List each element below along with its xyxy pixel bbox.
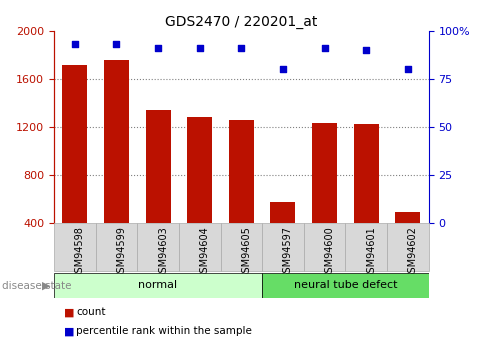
Point [154,46,162,51]
Bar [179,223,220,271]
Point [71,42,78,47]
Text: GSM94599: GSM94599 [116,226,126,279]
Point [279,67,287,72]
Bar [262,273,429,298]
Bar [54,273,262,298]
Text: GSM94601: GSM94601 [366,226,376,279]
Bar [345,223,387,271]
Point [320,46,328,51]
Text: neural tube defect: neural tube defect [294,280,397,290]
Point [237,46,245,51]
Bar [96,223,137,271]
Text: normal: normal [139,280,177,290]
Bar [54,223,96,271]
Text: ■: ■ [64,326,74,336]
Point [362,47,370,53]
Text: GSM94604: GSM94604 [200,226,210,279]
Bar [354,125,379,223]
Text: ▶: ▶ [42,281,51,290]
Text: GSM94602: GSM94602 [408,226,418,279]
Bar [220,223,262,271]
Text: count: count [76,307,105,317]
Point [196,46,204,51]
Bar [312,123,337,223]
Text: disease state: disease state [2,281,72,290]
Bar [304,223,345,271]
Bar [137,223,179,271]
Bar [262,223,304,271]
Text: GSM94598: GSM94598 [74,226,85,279]
Text: GSM94597: GSM94597 [283,226,293,279]
Bar [62,65,87,223]
Text: GSM94603: GSM94603 [158,226,168,279]
Text: GSM94605: GSM94605 [241,226,251,279]
Title: GDS2470 / 220201_at: GDS2470 / 220201_at [165,14,318,29]
Bar [270,202,295,223]
Point [112,42,120,47]
Bar [146,110,171,223]
Bar [387,223,429,271]
Text: ■: ■ [64,307,74,317]
Bar [104,60,129,223]
Text: percentile rank within the sample: percentile rank within the sample [76,326,252,336]
Bar [187,117,212,223]
Bar [395,212,420,223]
Point [404,67,412,72]
Bar [229,120,254,223]
Text: GSM94600: GSM94600 [324,226,335,279]
